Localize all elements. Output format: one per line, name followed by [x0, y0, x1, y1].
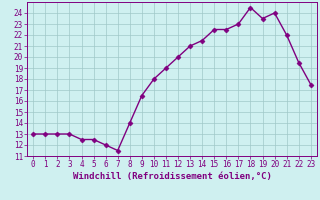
X-axis label: Windchill (Refroidissement éolien,°C): Windchill (Refroidissement éolien,°C)	[73, 172, 271, 181]
